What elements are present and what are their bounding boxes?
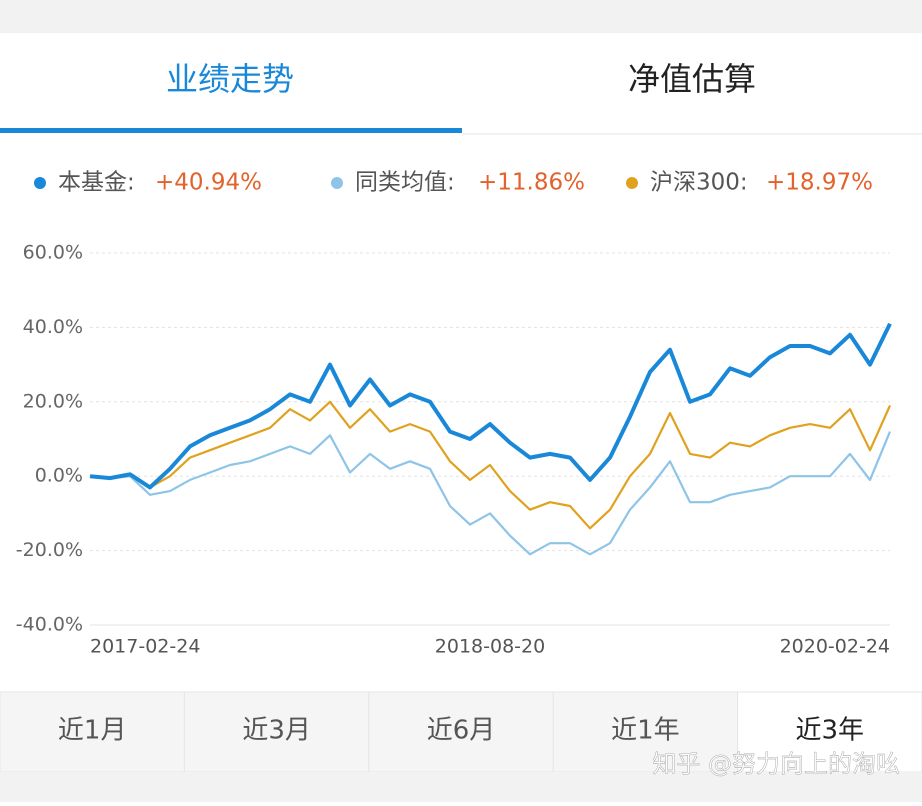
x-tick-label: 2020-02-24 [780,636,890,658]
y-tick-label: 60.0% [23,242,83,264]
bottom-strip [0,773,922,802]
tab[interactable]: 净值估算 [628,60,756,98]
legend-return: +40.94% [155,170,262,196]
period-label[interactable]: 近1年 [611,716,680,746]
period-label[interactable]: 近1月 [58,716,127,746]
watermark: 知乎 @努力向上的淘吆 [652,750,900,778]
y-tick-label: -40.0% [16,614,83,636]
legend-dot [626,177,638,189]
top-strip [0,0,922,33]
y-tick-label: 40.0% [23,316,83,338]
period-label[interactable]: 近3年 [796,716,865,746]
legend-dot [331,177,343,189]
period-button[interactable] [552,691,739,773]
legend-label: 同类均值: [355,170,455,196]
y-tick-label: 0.0% [35,465,83,487]
legend-dot [34,177,46,189]
period-button[interactable] [737,691,922,773]
legend-label: 本基金: [58,170,135,196]
y-tick-label: 20.0% [23,390,83,412]
series-line [89,431,892,556]
series-line [89,400,892,530]
legend-label: 沪深300: [650,170,748,196]
period-button[interactable] [183,691,370,773]
legend-return: +18.97% [766,170,873,196]
x-tick-label: 2018-08-20 [435,636,545,658]
legend-return: +11.86% [478,170,585,196]
tab-active[interactable]: 业绩走势 [166,60,294,98]
y-tick-label: -20.0% [16,539,83,561]
tab-indicator [0,128,462,133]
period-button[interactable] [368,691,554,773]
series-line [89,322,892,490]
period-label[interactable]: 近3月 [242,716,311,746]
x-tick-label: 2017-02-24 [90,636,200,658]
period-label[interactable]: 近6月 [427,716,496,746]
